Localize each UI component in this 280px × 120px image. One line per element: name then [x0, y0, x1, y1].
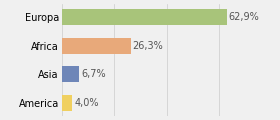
Text: 6,7%: 6,7% — [81, 69, 106, 79]
Bar — [62, 95, 72, 111]
Bar — [62, 9, 227, 25]
Text: 62,9%: 62,9% — [229, 12, 260, 22]
Bar — [62, 38, 131, 54]
Text: 26,3%: 26,3% — [133, 41, 164, 51]
Text: 4,0%: 4,0% — [74, 98, 99, 108]
Bar — [62, 66, 79, 82]
